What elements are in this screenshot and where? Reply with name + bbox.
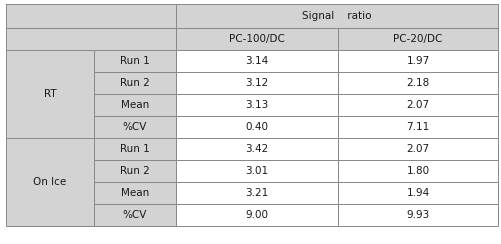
Text: Run 2: Run 2	[120, 78, 150, 88]
Bar	[337, 182, 497, 204]
Bar	[176, 182, 337, 204]
Text: 2.07: 2.07	[406, 100, 429, 110]
Text: 3.21: 3.21	[245, 188, 268, 198]
Text: %CV: %CV	[123, 122, 147, 132]
Text: 3.42: 3.42	[245, 144, 268, 154]
Text: 3.14: 3.14	[245, 56, 268, 66]
Text: 2.18: 2.18	[406, 78, 429, 88]
Text: Mean: Mean	[121, 100, 149, 110]
Bar	[94, 160, 176, 182]
Text: 2.07: 2.07	[406, 144, 429, 154]
Text: 3.13: 3.13	[245, 100, 268, 110]
Bar	[176, 204, 337, 226]
Text: 3.12: 3.12	[245, 78, 268, 88]
Bar	[94, 116, 176, 138]
Bar	[94, 204, 176, 226]
Bar	[176, 160, 337, 182]
Bar	[337, 50, 497, 72]
Text: 3.01: 3.01	[245, 166, 268, 176]
Bar	[176, 116, 337, 138]
Text: RT: RT	[44, 89, 56, 99]
Bar	[337, 94, 497, 116]
Bar	[176, 138, 337, 160]
Bar	[94, 182, 176, 204]
Bar	[94, 138, 176, 160]
Bar	[6, 138, 94, 226]
Bar	[337, 116, 497, 138]
Bar	[337, 138, 497, 160]
Bar	[94, 94, 176, 116]
Bar	[176, 50, 337, 72]
Bar	[337, 28, 497, 50]
Bar	[6, 4, 176, 28]
Text: 1.97: 1.97	[406, 56, 429, 66]
Text: Run 2: Run 2	[120, 166, 150, 176]
Text: Mean: Mean	[121, 188, 149, 198]
Bar	[176, 94, 337, 116]
Bar	[176, 4, 497, 28]
Text: 1.94: 1.94	[406, 188, 429, 198]
Text: 0.40: 0.40	[245, 122, 268, 132]
Text: 1.80: 1.80	[406, 166, 429, 176]
Text: Run 1: Run 1	[120, 56, 150, 66]
Bar	[337, 204, 497, 226]
Bar	[6, 50, 94, 138]
Text: 7.11: 7.11	[406, 122, 429, 132]
Bar	[337, 160, 497, 182]
Text: On Ice: On Ice	[33, 177, 67, 187]
Bar	[337, 72, 497, 94]
Bar	[94, 50, 176, 72]
Bar	[6, 28, 176, 50]
Text: 9.00: 9.00	[245, 210, 268, 220]
Text: 9.93: 9.93	[406, 210, 429, 220]
Bar	[94, 72, 176, 94]
Text: %CV: %CV	[123, 210, 147, 220]
Text: PC-100/DC: PC-100/DC	[228, 34, 285, 44]
Text: Run 1: Run 1	[120, 144, 150, 154]
Text: PC-20/DC: PC-20/DC	[392, 34, 442, 44]
Bar	[176, 28, 337, 50]
Text: Signal    ratio: Signal ratio	[302, 11, 371, 21]
Bar	[176, 72, 337, 94]
